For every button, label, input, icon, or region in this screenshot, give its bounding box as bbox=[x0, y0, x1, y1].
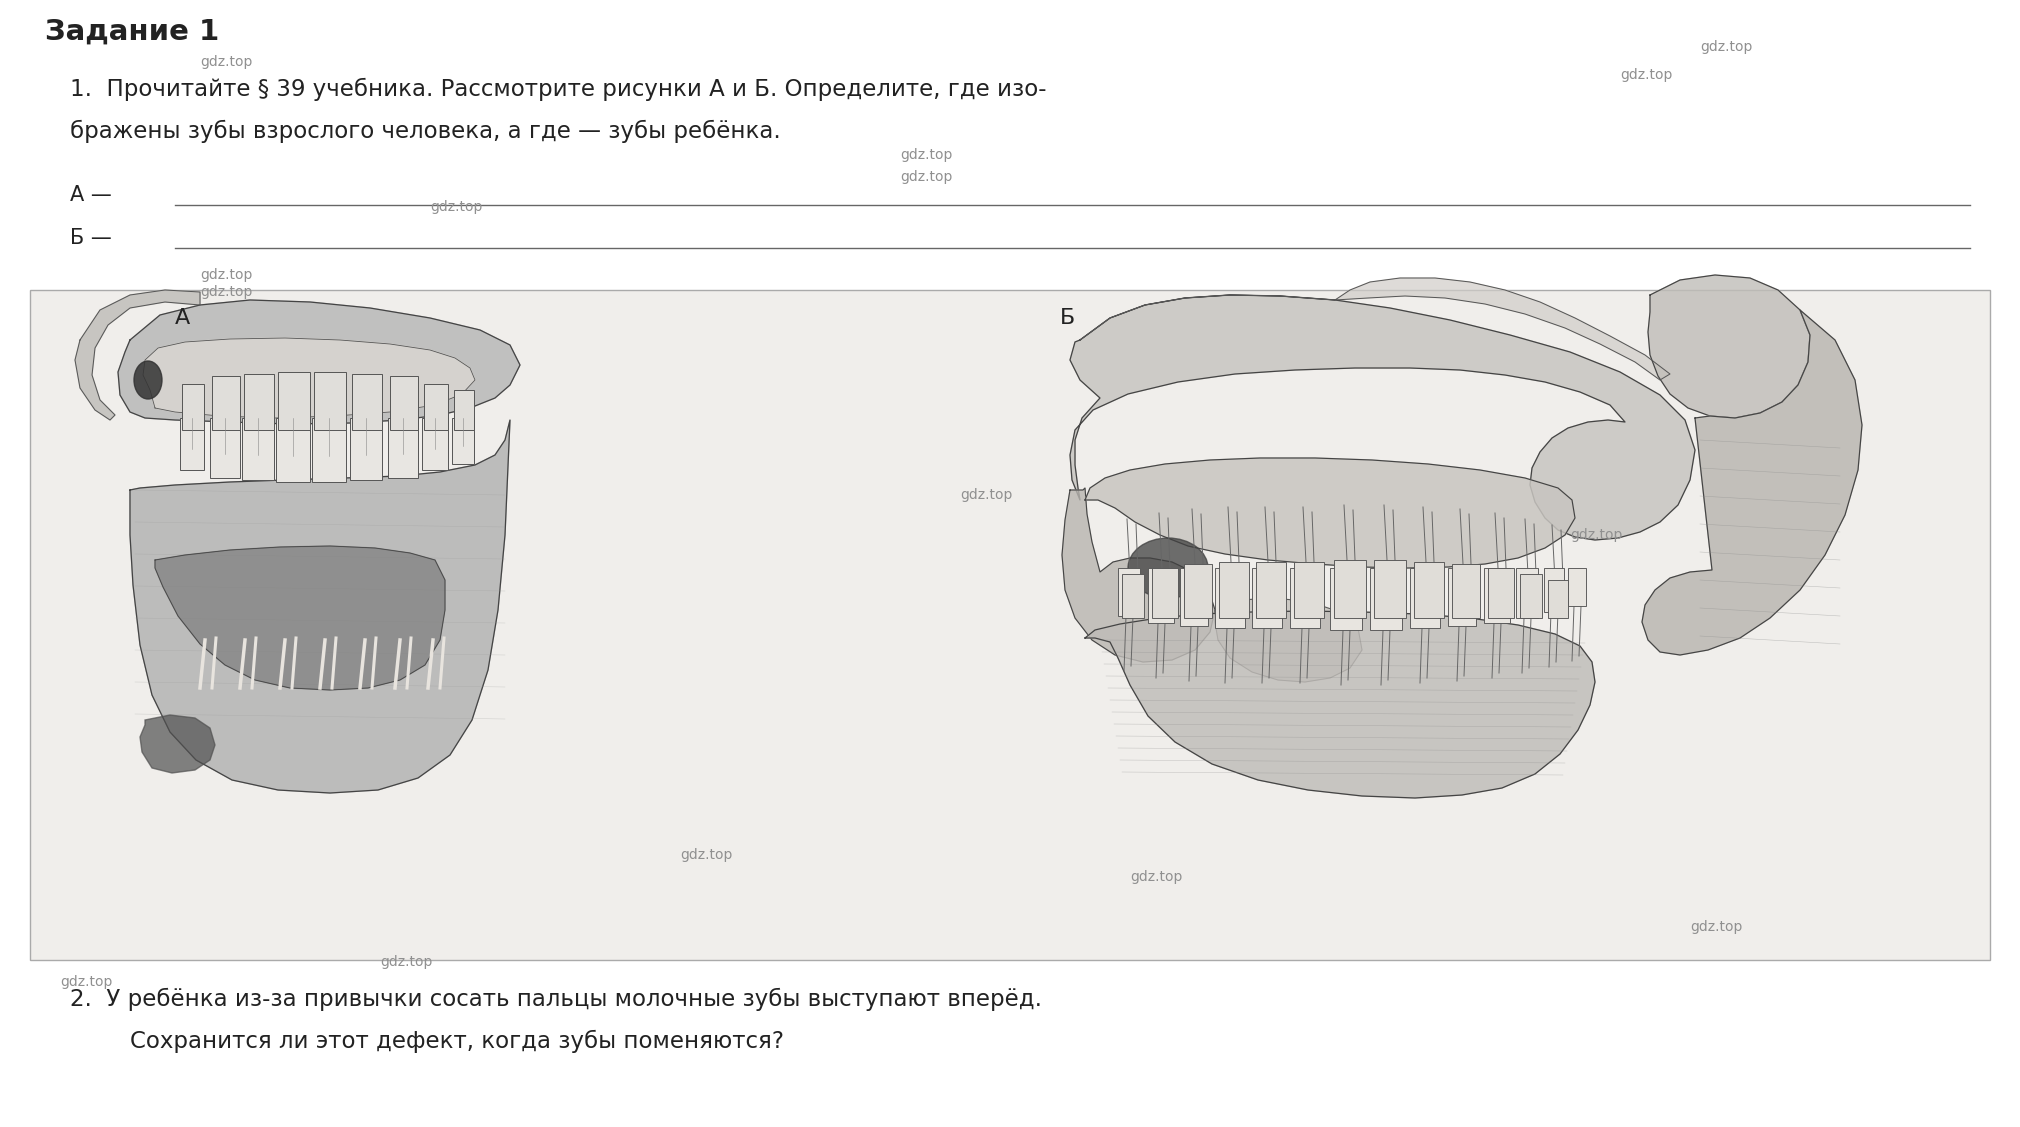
Text: А —: А — bbox=[71, 185, 111, 205]
Bar bbox=[1184, 564, 1212, 618]
Bar bbox=[1291, 568, 1319, 628]
Bar bbox=[244, 374, 275, 431]
Polygon shape bbox=[139, 715, 214, 773]
Bar bbox=[1151, 568, 1178, 618]
Bar bbox=[1117, 568, 1139, 616]
Text: gdz.top: gdz.top bbox=[1691, 920, 1743, 934]
Text: gdz.top: gdz.top bbox=[901, 148, 951, 162]
Ellipse shape bbox=[133, 361, 162, 399]
Bar bbox=[180, 418, 204, 470]
Bar bbox=[1568, 568, 1586, 606]
Bar bbox=[452, 418, 475, 464]
Bar bbox=[454, 390, 475, 431]
Polygon shape bbox=[143, 338, 475, 418]
Ellipse shape bbox=[1127, 538, 1208, 598]
Bar bbox=[1414, 562, 1444, 618]
Polygon shape bbox=[1071, 295, 1695, 540]
Bar bbox=[242, 418, 275, 480]
Text: gdz.top: gdz.top bbox=[61, 975, 113, 990]
Bar bbox=[1329, 568, 1361, 630]
Text: Задание 1: Задание 1 bbox=[44, 18, 220, 46]
Bar bbox=[1370, 568, 1402, 630]
Bar bbox=[1452, 564, 1481, 618]
Text: Б: Б bbox=[1060, 308, 1075, 328]
Text: gdz.top: gdz.top bbox=[200, 285, 252, 299]
Bar bbox=[1256, 562, 1287, 618]
Bar bbox=[351, 374, 382, 431]
Bar bbox=[388, 418, 418, 478]
Bar bbox=[182, 384, 204, 431]
Text: Сохранится ли этот дефект, когда зубы поменяются?: Сохранится ли этот дефект, когда зубы по… bbox=[129, 1030, 784, 1054]
Bar bbox=[1489, 568, 1515, 618]
Bar bbox=[30, 290, 1990, 960]
Bar bbox=[424, 384, 448, 431]
Bar bbox=[1547, 580, 1568, 618]
Bar bbox=[1543, 568, 1563, 612]
Text: gdz.top: gdz.top bbox=[200, 268, 252, 282]
Bar bbox=[390, 376, 418, 431]
Text: gdz.top: gdz.top bbox=[380, 955, 432, 969]
Bar bbox=[1410, 568, 1440, 628]
Polygon shape bbox=[117, 300, 519, 424]
Polygon shape bbox=[129, 420, 509, 793]
Bar bbox=[422, 418, 448, 470]
Text: gdz.top: gdz.top bbox=[1701, 39, 1753, 54]
Bar bbox=[279, 372, 309, 431]
Bar bbox=[1295, 562, 1323, 618]
Text: Б —: Б — bbox=[71, 228, 111, 248]
Polygon shape bbox=[75, 290, 200, 420]
Text: 2.  У ребёнка из-за привычки сосать пальцы молочные зубы выступают вперёд.: 2. У ребёнка из-за привычки сосать пальц… bbox=[71, 988, 1042, 1011]
Bar bbox=[212, 376, 240, 431]
Text: 1.  Прочитайте § 39 учебника. Рассмотрите рисунки А и Б. Определите, где изо-: 1. Прочитайте § 39 учебника. Рассмотрите… bbox=[71, 78, 1046, 101]
Bar bbox=[210, 418, 240, 478]
Bar bbox=[1333, 560, 1366, 618]
Text: gdz.top: gdz.top bbox=[901, 170, 951, 184]
Bar bbox=[1147, 568, 1174, 623]
Bar bbox=[1121, 574, 1143, 618]
Bar bbox=[277, 418, 309, 482]
Polygon shape bbox=[1063, 488, 1214, 662]
Text: бражены зубы взрослого человека, а где — зубы ребёнка.: бражены зубы взрослого человека, а где —… bbox=[71, 119, 782, 143]
Bar bbox=[1374, 560, 1406, 618]
Polygon shape bbox=[1214, 598, 1361, 682]
Bar bbox=[349, 418, 382, 480]
Bar bbox=[1218, 562, 1248, 618]
Bar bbox=[1214, 568, 1244, 628]
Polygon shape bbox=[156, 545, 444, 690]
Text: gdz.top: gdz.top bbox=[1129, 870, 1182, 884]
Text: gdz.top: gdz.top bbox=[430, 199, 483, 214]
Text: gdz.top: gdz.top bbox=[960, 488, 1012, 502]
Bar bbox=[1485, 568, 1511, 623]
Polygon shape bbox=[1648, 275, 1810, 418]
Bar bbox=[1515, 568, 1537, 618]
Bar bbox=[1252, 568, 1283, 628]
Bar bbox=[1519, 574, 1541, 618]
Text: А: А bbox=[176, 308, 190, 328]
Polygon shape bbox=[1085, 611, 1596, 798]
Polygon shape bbox=[1642, 310, 1862, 655]
Text: gdz.top: gdz.top bbox=[1570, 529, 1622, 542]
Bar bbox=[311, 418, 345, 482]
Polygon shape bbox=[1081, 278, 1671, 380]
Bar bbox=[313, 372, 345, 431]
Polygon shape bbox=[1085, 458, 1576, 568]
Text: gdz.top: gdz.top bbox=[681, 848, 733, 862]
Text: gdz.top: gdz.top bbox=[1620, 68, 1673, 82]
Bar bbox=[1180, 568, 1208, 625]
Bar bbox=[1448, 568, 1477, 625]
Text: gdz.top: gdz.top bbox=[200, 55, 252, 69]
